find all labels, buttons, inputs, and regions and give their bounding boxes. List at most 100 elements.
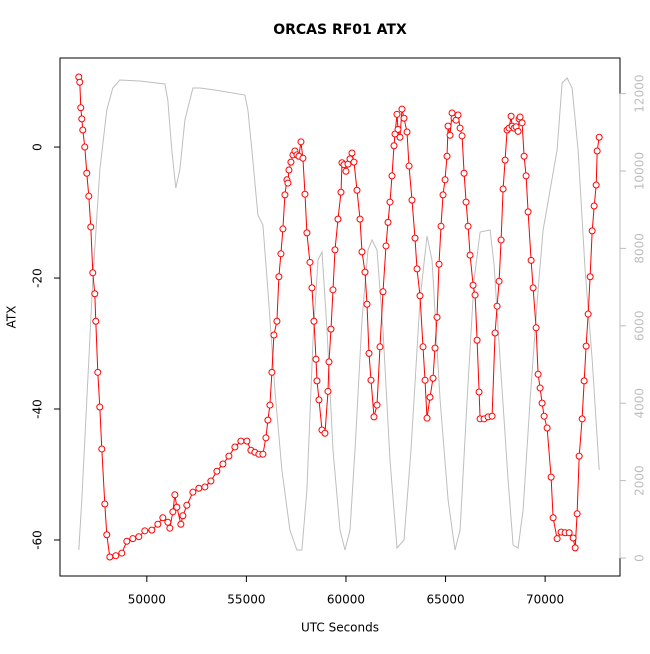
data-point [285, 166, 293, 174]
data-point [573, 510, 581, 518]
data-point [469, 281, 477, 289]
data-point [416, 292, 424, 300]
y-tick-label: -40 [31, 399, 45, 419]
data-point [201, 483, 209, 491]
data-point [423, 414, 431, 422]
series-line [78, 76, 600, 558]
data-point [324, 387, 332, 395]
data-point [593, 147, 601, 155]
data-point [259, 450, 267, 458]
data-point [575, 452, 583, 460]
data-point [398, 105, 406, 113]
data-point [390, 142, 398, 150]
data-point [169, 508, 177, 516]
data-point [520, 152, 528, 160]
data-point [81, 143, 89, 151]
data-point [89, 269, 97, 277]
data-point [118, 549, 126, 557]
x-tick-label: 50000 [128, 593, 166, 607]
y2-tick-label: 2000 [633, 465, 647, 496]
data-point [356, 215, 364, 223]
y2-tick-label: 0 [633, 554, 647, 562]
data-point [590, 202, 598, 210]
data-point [408, 196, 416, 204]
data-point [403, 128, 411, 136]
data-point [358, 248, 366, 256]
data-point [306, 258, 314, 266]
data-point [384, 218, 392, 226]
data-point [96, 403, 104, 411]
data-point [299, 154, 307, 162]
data-point [243, 437, 251, 445]
data-point [497, 236, 505, 244]
data-point [268, 368, 276, 376]
data-point [329, 286, 337, 294]
data-point [363, 300, 371, 308]
data-point [588, 227, 596, 235]
data-point [464, 222, 472, 230]
data-point [411, 234, 419, 242]
data-point [495, 277, 503, 285]
data-point [473, 336, 481, 344]
data-point [148, 526, 156, 534]
data-point [507, 112, 515, 120]
data-point [78, 115, 86, 123]
data-point [325, 358, 333, 366]
data-point [413, 265, 421, 273]
data-point [441, 176, 449, 184]
data-point [516, 113, 524, 121]
data-point [76, 78, 84, 86]
data-point [527, 256, 535, 264]
series-line [78, 77, 600, 551]
data-point [141, 527, 149, 535]
data-point [270, 331, 278, 339]
data-point [284, 179, 292, 187]
data-point [571, 544, 579, 552]
data-point [183, 501, 191, 509]
y-tick-label: -60 [31, 530, 45, 550]
data-point [488, 412, 496, 420]
data-point [514, 127, 522, 135]
data-point [321, 429, 329, 437]
data-point [164, 518, 172, 526]
data-point [353, 186, 361, 194]
data-point [348, 149, 356, 157]
data-point [85, 192, 93, 200]
data-point [547, 473, 555, 481]
data-point [207, 477, 215, 485]
data-point [524, 208, 532, 216]
data-point [443, 152, 451, 160]
data-point [419, 343, 427, 351]
data-point [154, 520, 162, 528]
x-tick-label: 55000 [227, 593, 265, 607]
data-point [331, 246, 339, 254]
data-point [92, 317, 100, 325]
data-point [529, 284, 537, 292]
data-point [310, 317, 318, 325]
data-point [365, 349, 373, 357]
data-point [491, 329, 499, 337]
y2-tick-label: 6000 [633, 311, 647, 342]
data-point [361, 268, 369, 276]
data-point [388, 172, 396, 180]
data-point [382, 242, 390, 250]
data-point [350, 158, 358, 166]
data-point [586, 273, 594, 281]
data-point [532, 324, 540, 332]
data-point [87, 223, 95, 231]
data-point [94, 368, 102, 376]
y-axis-title: ATX [5, 306, 19, 329]
data-point [553, 535, 561, 543]
y-tick-label: -20 [31, 268, 45, 288]
data-point [308, 284, 316, 292]
data-point [231, 443, 239, 451]
data-point [313, 377, 321, 385]
data-point [159, 514, 167, 522]
data-point [373, 401, 381, 409]
data-point [460, 169, 468, 177]
data-point [538, 399, 546, 407]
data-point [462, 198, 470, 206]
data-point [225, 452, 233, 460]
data-point [386, 198, 394, 206]
data-point [281, 191, 289, 199]
